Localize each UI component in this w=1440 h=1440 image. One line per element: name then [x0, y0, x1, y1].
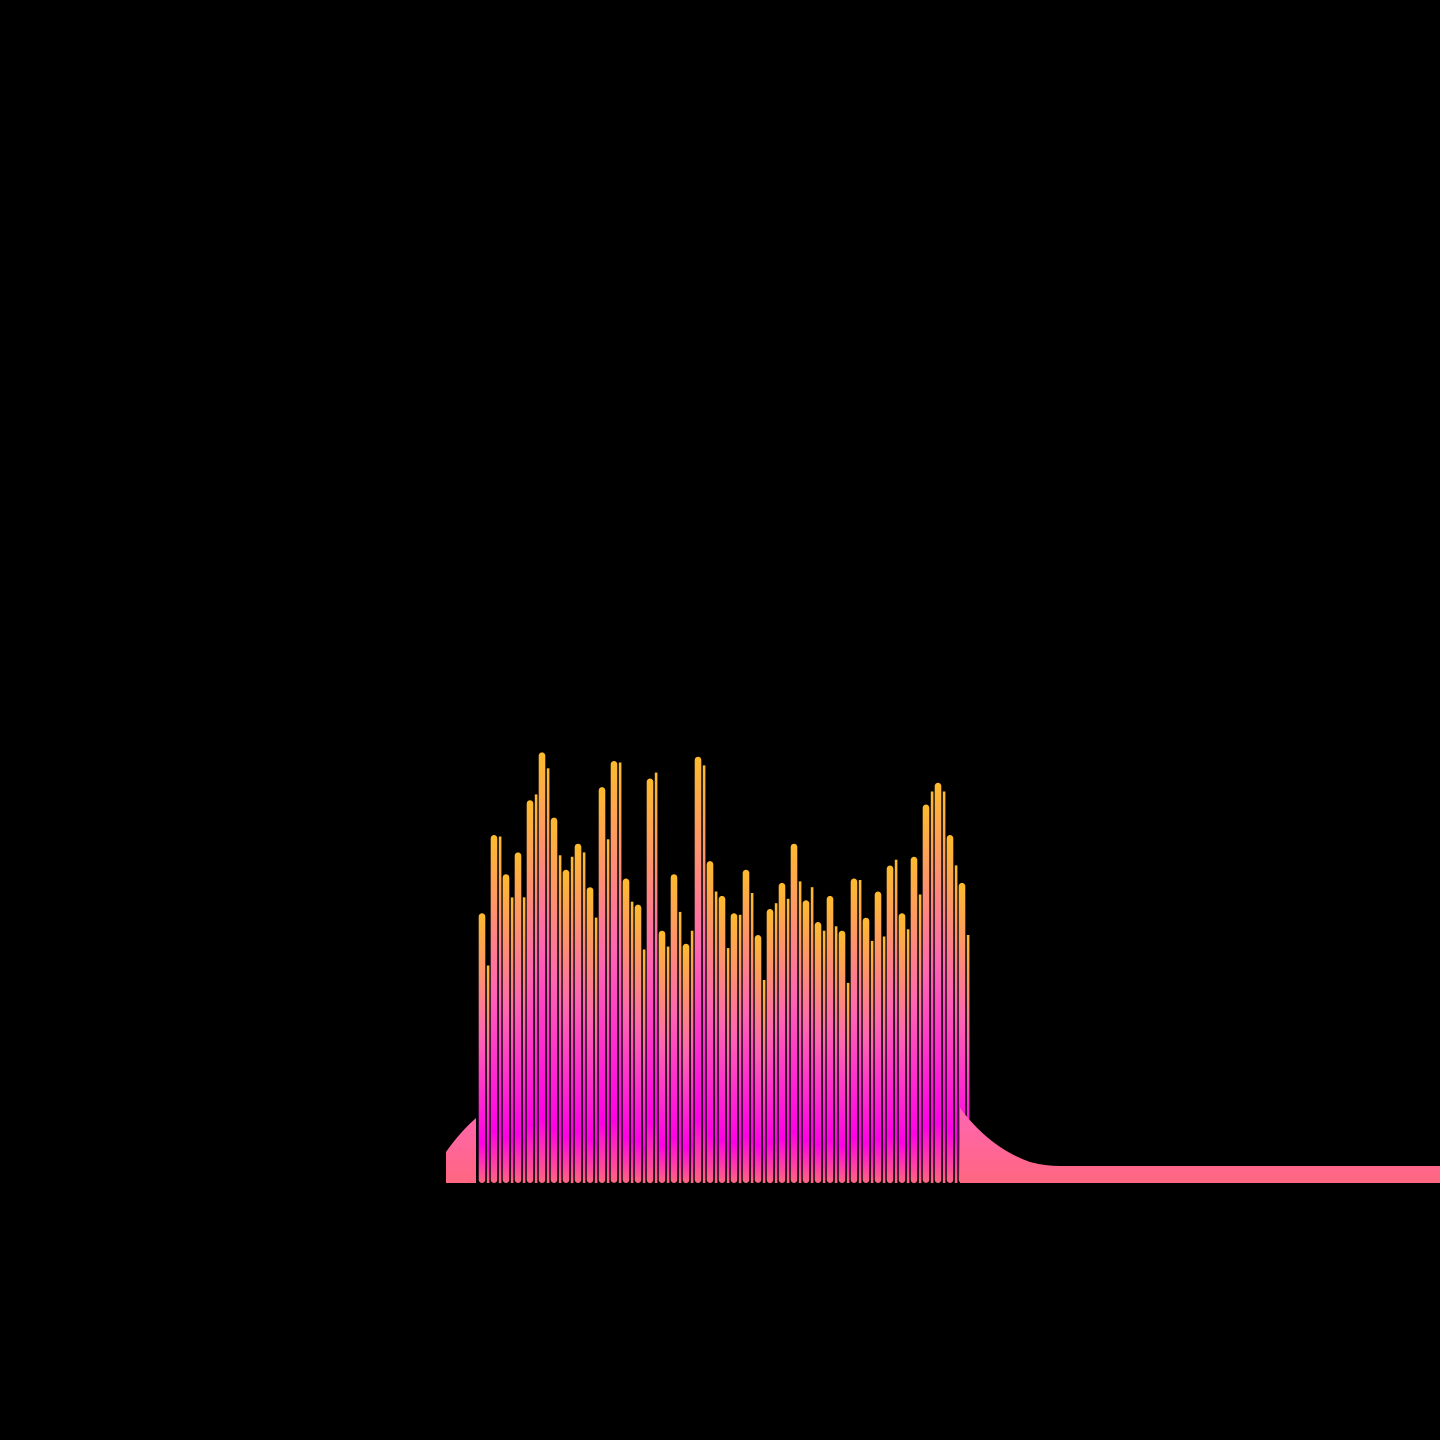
waveform-spike — [774, 903, 778, 1183]
waveform-bar — [898, 913, 906, 1183]
waveform-bar — [682, 943, 690, 1184]
waveform-spike — [522, 897, 526, 1183]
waveform-bar — [778, 882, 786, 1183]
waveform-spike — [894, 859, 898, 1183]
waveform-bar — [538, 752, 546, 1183]
waveform-bar — [610, 761, 618, 1183]
waveform-bar — [766, 909, 774, 1184]
waveform-bar — [934, 782, 942, 1183]
waveform-bar — [634, 904, 642, 1183]
waveform-bar — [718, 895, 726, 1183]
waveform-bar — [910, 856, 918, 1184]
waveform-bar — [838, 930, 846, 1183]
waveform-spike — [798, 881, 802, 1183]
waveform-spike — [558, 855, 562, 1183]
waveform-bar — [562, 869, 570, 1183]
waveform-bar — [622, 878, 630, 1183]
waveform-bar — [886, 865, 894, 1184]
waveform-spike — [858, 880, 862, 1184]
waveform-spike — [726, 948, 730, 1183]
waveform-bar — [574, 843, 582, 1183]
waveform-bar — [478, 913, 486, 1183]
waveform-spike — [594, 917, 598, 1183]
waveform-bar — [490, 835, 498, 1183]
waveform-spike — [678, 911, 682, 1183]
waveform-bar — [742, 869, 750, 1183]
waveform-bar — [754, 935, 762, 1183]
waveform-spike — [666, 946, 670, 1183]
waveform-spike — [786, 898, 790, 1183]
waveform-spike — [846, 982, 850, 1183]
waveform-spike — [714, 891, 718, 1183]
waveform-bar — [814, 922, 822, 1183]
waveform-spike — [534, 794, 538, 1183]
waveform-spike — [750, 893, 754, 1183]
waveform-bar — [658, 930, 666, 1183]
waveform-bar — [730, 913, 738, 1183]
waveform-spike — [954, 865, 958, 1183]
waveform-bar — [646, 778, 654, 1184]
waveform-bar — [502, 874, 510, 1183]
waveform-bar — [526, 800, 534, 1183]
waveform-bars — [478, 752, 970, 1184]
waveform-spike — [702, 765, 706, 1183]
waveform-spike — [642, 949, 646, 1183]
waveform-spike — [930, 791, 934, 1183]
waveform-spike — [606, 839, 610, 1183]
waveform-spike — [630, 901, 634, 1183]
waveform-spike — [690, 930, 694, 1183]
waveform-spike — [654, 772, 658, 1183]
waveform-bar — [550, 817, 558, 1183]
waveform-bar — [922, 804, 930, 1183]
waveform-spike — [738, 914, 742, 1184]
waveform-bar — [790, 843, 798, 1183]
waveform-bar — [946, 835, 954, 1183]
waveform-spike — [486, 965, 490, 1183]
waveform-spike — [822, 930, 826, 1183]
waveform-spike — [918, 894, 922, 1184]
waveform-spike — [810, 887, 814, 1183]
waveform-spike — [870, 940, 874, 1183]
waveform-spike — [498, 836, 502, 1184]
waveform-bar — [670, 874, 678, 1183]
waveform-spike — [906, 929, 910, 1184]
waveform-bar — [862, 917, 870, 1183]
waveform-bar — [694, 756, 702, 1183]
waveform-bar — [586, 887, 594, 1183]
waveform-spike — [834, 926, 838, 1183]
waveform-bar — [706, 861, 714, 1183]
waveform-bar — [850, 878, 858, 1183]
waveform-spike — [582, 852, 586, 1183]
waveform-bar — [802, 900, 810, 1184]
waveform-spike — [882, 936, 886, 1183]
waveform-spike — [942, 791, 946, 1183]
waveform-spike — [618, 762, 622, 1183]
waveform-bar — [826, 895, 834, 1183]
waveform-bar — [958, 882, 966, 1183]
waveform-baseline — [446, 1108, 1440, 1183]
waveform-spike — [762, 980, 766, 1183]
waveform-spike — [570, 856, 574, 1184]
waveform-spike — [966, 935, 970, 1183]
waveform-bar — [874, 891, 882, 1183]
waveform-spike — [546, 768, 550, 1183]
waveform-bar — [598, 787, 606, 1183]
waveform-spike — [510, 897, 514, 1183]
waveform-bar — [514, 852, 522, 1183]
